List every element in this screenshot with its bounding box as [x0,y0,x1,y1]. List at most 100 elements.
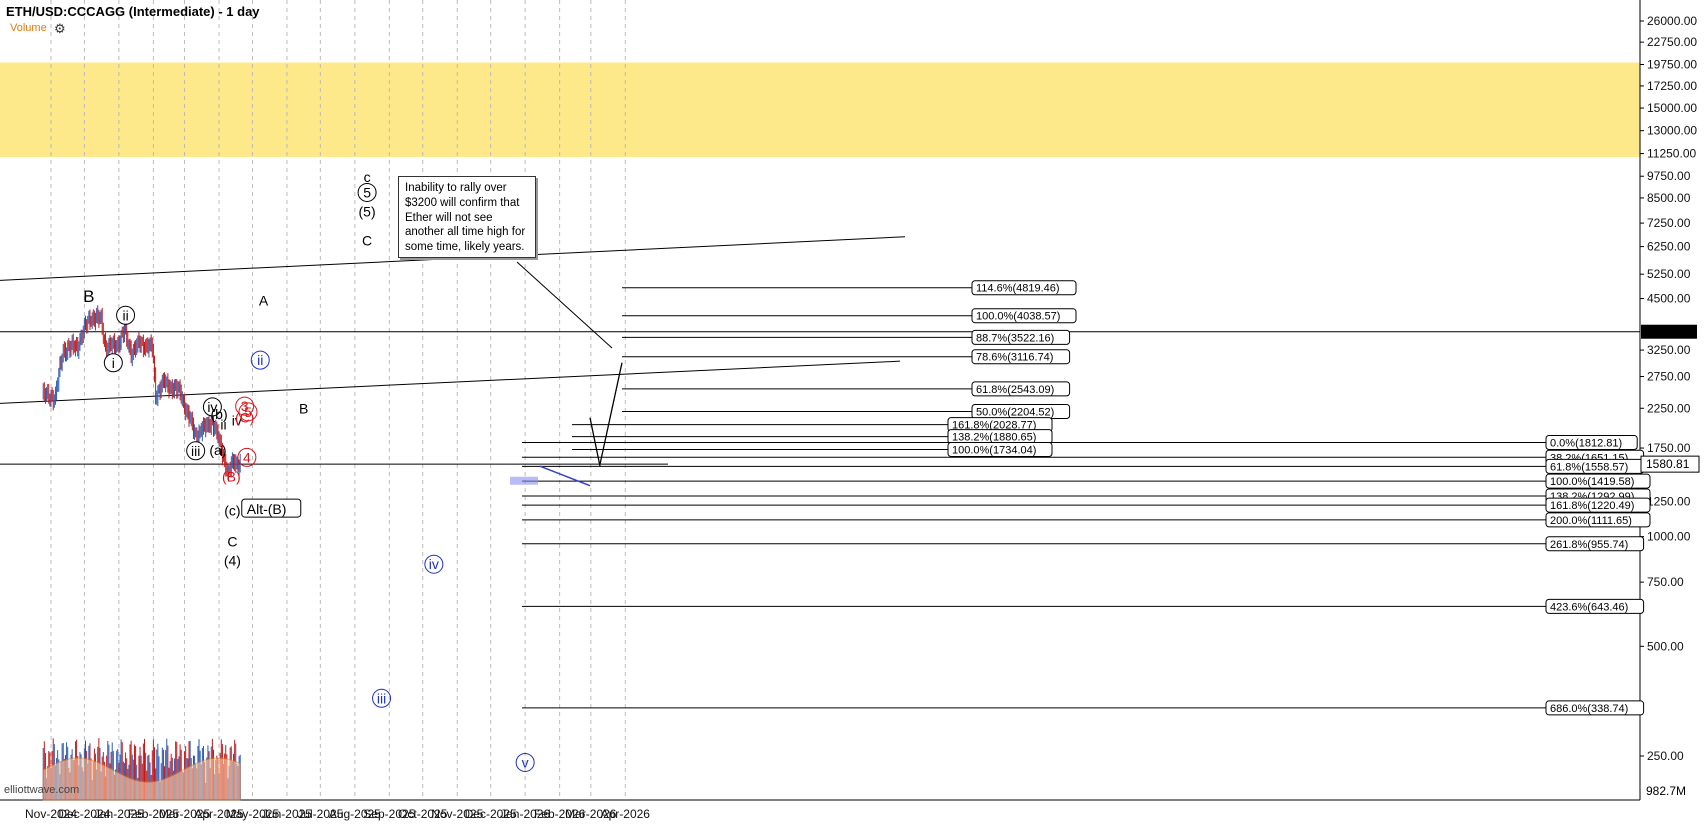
wave-label: c [364,169,371,185]
y-tick-label: 19750.00 [1647,58,1697,72]
wave-label: iii [191,443,200,459]
wave-label-circle [202,397,222,417]
y-tick-label: 1250.00 [1647,494,1691,508]
x-tick-label: Feb-2026 [534,807,586,821]
fib-level-label: 78.6%(3116.74) [976,352,1053,364]
wave-label: A [259,292,269,308]
wave-label: Alt-(B) [247,501,287,517]
fib-level-box [971,308,1077,324]
wave-label-circle [116,305,136,325]
gear-icon[interactable]: ⚙ [54,21,66,36]
alt-box [241,498,302,518]
y-tick-label: 9750.00 [1647,169,1691,183]
annotation-line: Inability to rally over [405,182,507,194]
wave-label: i [220,443,223,459]
watermark: elliottwave.com [4,784,80,796]
wave-label: ii [257,352,263,368]
wave-label-circle [238,402,258,422]
wave-label: i [112,355,115,371]
y-tick-label: 2250.00 [1647,401,1691,415]
wave-label: B [299,400,308,416]
y-tick-label: 6250.00 [1647,240,1691,254]
fib-level-box [1545,512,1651,528]
wave-label: iv [429,556,439,572]
wave-label: B [83,287,94,306]
volume-average-band [42,757,241,801]
wave-label-circle [424,554,444,574]
wave-label-circle [515,752,535,772]
y-tick-label: 22750.00 [1647,35,1697,49]
x-tick-label: Nov-2024 [25,807,77,821]
fib-level-label: 114.6%(4819.46) [976,283,1060,295]
fib-level-label: 61.8%(1558.57) [1550,461,1628,473]
y-tick-label: 8500.00 [1647,191,1691,205]
x-tick-label: Aug-2025 [329,807,381,821]
x-tick-label: Mar-2026 [565,807,617,821]
fib-level-label: 0.0%(1812.81) [1550,437,1622,449]
wave-label: C [227,533,237,549]
x-tick-label: Apr-2026 [601,807,651,821]
wave-label: (a) [209,442,226,458]
fib-level-box [971,381,1071,397]
wave-label: 5 [244,404,252,420]
fib-level-label: 100.0%(1419.58) [1550,476,1634,488]
y-tick-label: 7250.00 [1647,216,1691,230]
fib-level-box [1545,497,1651,513]
volume-label: Volume [10,22,47,34]
x-tick-label: Oct-2025 [398,807,448,821]
upper-trendline [0,236,906,281]
fib-level-label: 50.0%(2204.52) [976,407,1054,419]
wave-label: (C) [235,410,254,426]
wave-label: (c) [224,502,240,518]
wave-label: iv [207,399,217,415]
fib-level-label: 100.0%(4038.57) [976,311,1060,323]
x-tick-label: Dec-2024 [58,807,110,821]
wave-label-circle [186,441,206,461]
wave-label: C [362,232,372,248]
fib-level-label: 423.6%(643.46) [1550,601,1628,613]
fib-level-box [971,329,1071,345]
wave-label: (5) [359,204,376,220]
x-tick-label: May-2025 [226,807,280,821]
wave-label: 4 [243,449,251,465]
wave-label-circle [372,688,392,708]
y-tick-label: 750.00 [1647,575,1684,589]
fib-level-box [1545,434,1638,450]
wave-label: ii [122,307,128,323]
projection-box [510,476,538,485]
volume-readout: 982.7M [1646,784,1686,798]
fib-level-label: 161.8%(2028.77) [952,420,1036,432]
y-tick-label: 17250.00 [1647,79,1697,93]
annotation-callout: Inability to rally over $3200 will confi… [398,176,536,258]
y-tick-label: 13000.00 [1647,124,1697,138]
x-tick-label: Sep-2025 [363,807,415,821]
wave-label: iv [232,413,242,429]
y-tick-label: 250.00 [1647,749,1684,763]
wave-label: iii [377,690,386,706]
y-tick-label: 11250.00 [1647,147,1696,161]
wave-label-circle [235,396,255,416]
y-tick-label: 15000.00 [1647,101,1697,115]
wave-label: (4) [224,552,241,568]
x-tick-label: Nov-2025 [431,807,483,821]
resistance-marker [1641,324,1697,339]
fib-level-label: 686.0%(338.74) [1550,703,1628,715]
target-zone [0,62,1640,158]
fib-level-box [1545,536,1645,552]
wave-label: (B) [222,469,241,485]
y-tick-label: 4500.00 [1647,292,1691,306]
fib-level-label: 138.2%(1880.65) [952,432,1036,444]
fib-level-box [971,280,1077,296]
fib-level-label: 88.7%(3522.16) [976,332,1054,344]
wave-label: v [522,754,529,770]
projection-arrow [599,362,623,465]
y-tick-label: 3250.00 [1647,343,1691,357]
wave-label-circle [237,447,257,467]
y-tick-label: 1000.00 [1647,530,1691,544]
last-price-box [1640,455,1700,473]
x-tick-label: Feb-2025 [128,807,180,821]
last-price-label: 1580.81 [1646,457,1690,471]
annotation-line: some time, likely years. [405,241,525,254]
